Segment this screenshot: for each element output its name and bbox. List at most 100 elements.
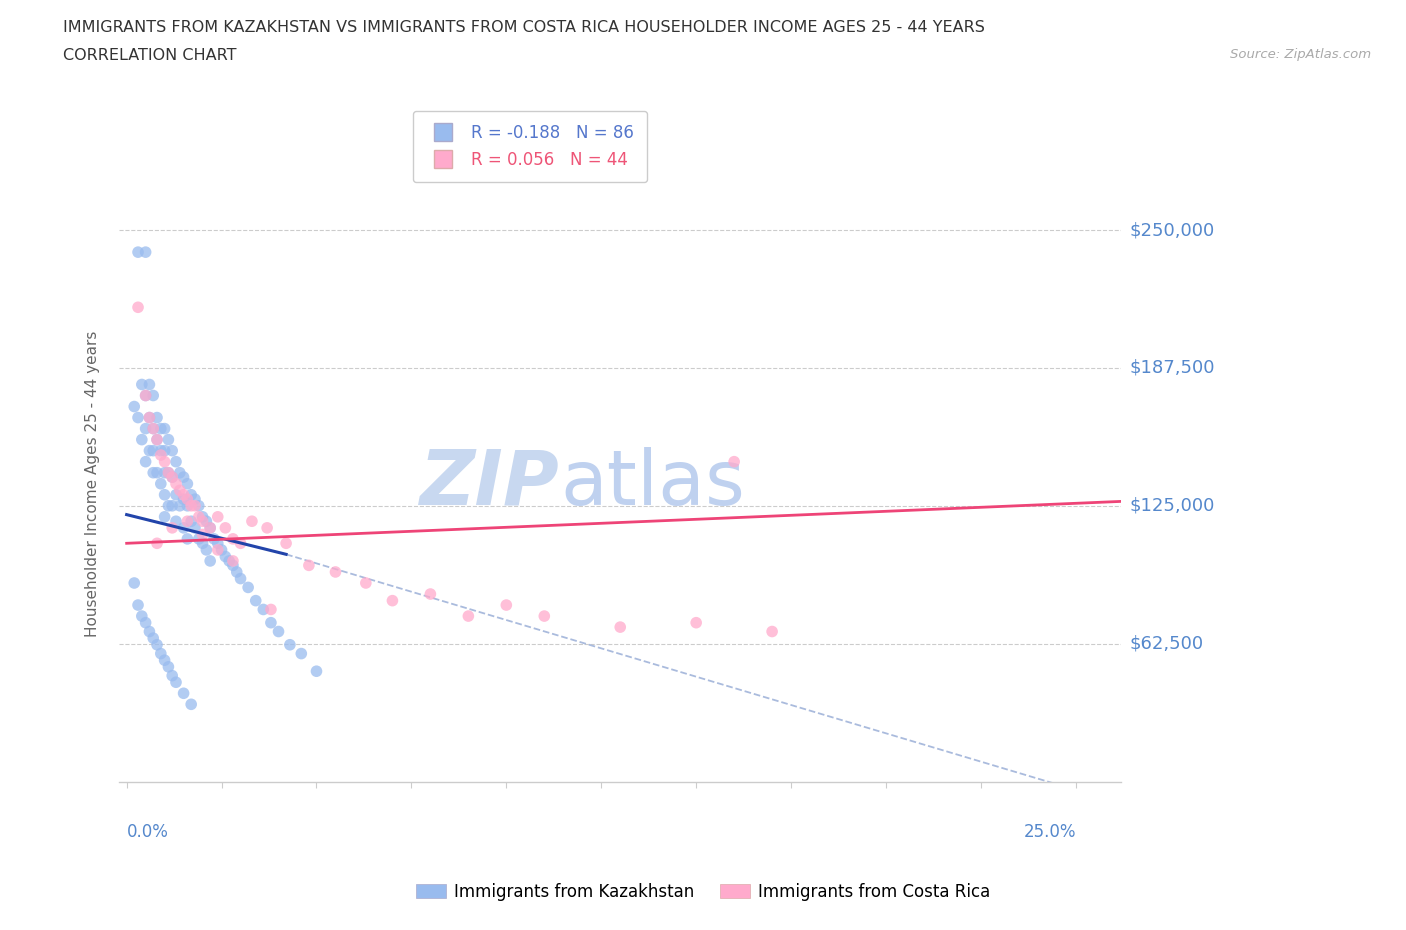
Point	[305, 664, 328, 679]
Point	[214, 521, 236, 536]
Point	[138, 410, 160, 425]
Point	[495, 598, 517, 613]
Point	[169, 483, 191, 498]
Point	[160, 498, 183, 513]
Point	[142, 388, 165, 403]
Point	[202, 531, 225, 546]
Point	[457, 608, 479, 623]
Point	[184, 492, 207, 507]
Point	[222, 558, 245, 573]
Point	[131, 432, 153, 447]
Point	[165, 513, 187, 528]
Point	[142, 421, 165, 436]
Point	[135, 421, 157, 436]
Text: $125,000: $125,000	[1130, 497, 1215, 515]
Point	[165, 454, 187, 469]
Point	[256, 521, 278, 536]
Point	[198, 521, 221, 536]
Point	[138, 377, 160, 392]
Text: IMMIGRANTS FROM KAZAKHSTAN VS IMMIGRANTS FROM COSTA RICA HOUSEHOLDER INCOME AGES: IMMIGRANTS FROM KAZAKHSTAN VS IMMIGRANTS…	[63, 20, 986, 35]
Point	[176, 513, 198, 528]
Point	[122, 399, 145, 414]
Point	[127, 245, 149, 259]
Point	[146, 432, 169, 447]
Point	[180, 487, 202, 502]
Point	[187, 498, 209, 513]
Point	[229, 536, 252, 551]
Point	[218, 553, 240, 568]
Point	[149, 444, 172, 458]
Point	[260, 616, 283, 631]
Point	[176, 492, 198, 507]
Point	[138, 444, 160, 458]
Point	[135, 616, 157, 631]
Point	[153, 421, 176, 436]
Point	[274, 536, 297, 551]
Point	[153, 444, 176, 458]
Point	[153, 465, 176, 480]
Point	[195, 513, 218, 528]
Point	[165, 675, 187, 690]
Point	[142, 444, 165, 458]
Text: Source: ZipAtlas.com: Source: ZipAtlas.com	[1230, 48, 1371, 61]
Point	[184, 498, 207, 513]
Point	[195, 542, 218, 557]
Point	[138, 410, 160, 425]
Point	[290, 646, 312, 661]
Point	[236, 580, 259, 595]
Point	[135, 388, 157, 403]
Point	[245, 593, 267, 608]
Point	[533, 608, 555, 623]
Point	[153, 510, 176, 525]
Point	[146, 410, 169, 425]
Point	[142, 465, 165, 480]
Point	[160, 470, 183, 485]
Point	[354, 576, 377, 591]
Point	[723, 454, 745, 469]
Point	[267, 624, 290, 639]
Point	[176, 498, 198, 513]
Point	[173, 685, 195, 700]
Point	[260, 602, 283, 617]
Point	[157, 432, 180, 447]
Point	[149, 447, 172, 462]
Point	[157, 465, 180, 480]
Point	[173, 470, 195, 485]
Text: 25.0%: 25.0%	[1024, 823, 1076, 842]
Point	[135, 388, 157, 403]
Point	[169, 498, 191, 513]
Point	[191, 510, 214, 525]
Point	[160, 668, 183, 683]
Point	[127, 598, 149, 613]
Point	[187, 531, 209, 546]
Point	[325, 565, 347, 579]
Point	[225, 565, 247, 579]
Point	[180, 697, 202, 711]
Point	[191, 536, 214, 551]
Point	[176, 531, 198, 546]
Point	[169, 465, 191, 480]
Point	[214, 549, 236, 564]
Point	[298, 558, 321, 573]
Point	[381, 593, 404, 608]
Point	[173, 487, 195, 502]
Point	[138, 624, 160, 639]
Point	[157, 465, 180, 480]
Point	[198, 553, 221, 568]
Point	[153, 653, 176, 668]
Point	[222, 553, 245, 568]
Point	[252, 602, 274, 617]
Point	[153, 454, 176, 469]
Point	[157, 659, 180, 674]
Text: $62,500: $62,500	[1130, 634, 1204, 653]
Point	[146, 637, 169, 652]
Point	[207, 542, 229, 557]
Point	[191, 513, 214, 528]
Legend: Immigrants from Kazakhstan, Immigrants from Costa Rica: Immigrants from Kazakhstan, Immigrants f…	[409, 876, 997, 908]
Point	[191, 527, 214, 542]
Point	[131, 608, 153, 623]
Point	[173, 492, 195, 507]
Point	[198, 521, 221, 536]
Point	[685, 616, 707, 631]
Point	[157, 498, 180, 513]
